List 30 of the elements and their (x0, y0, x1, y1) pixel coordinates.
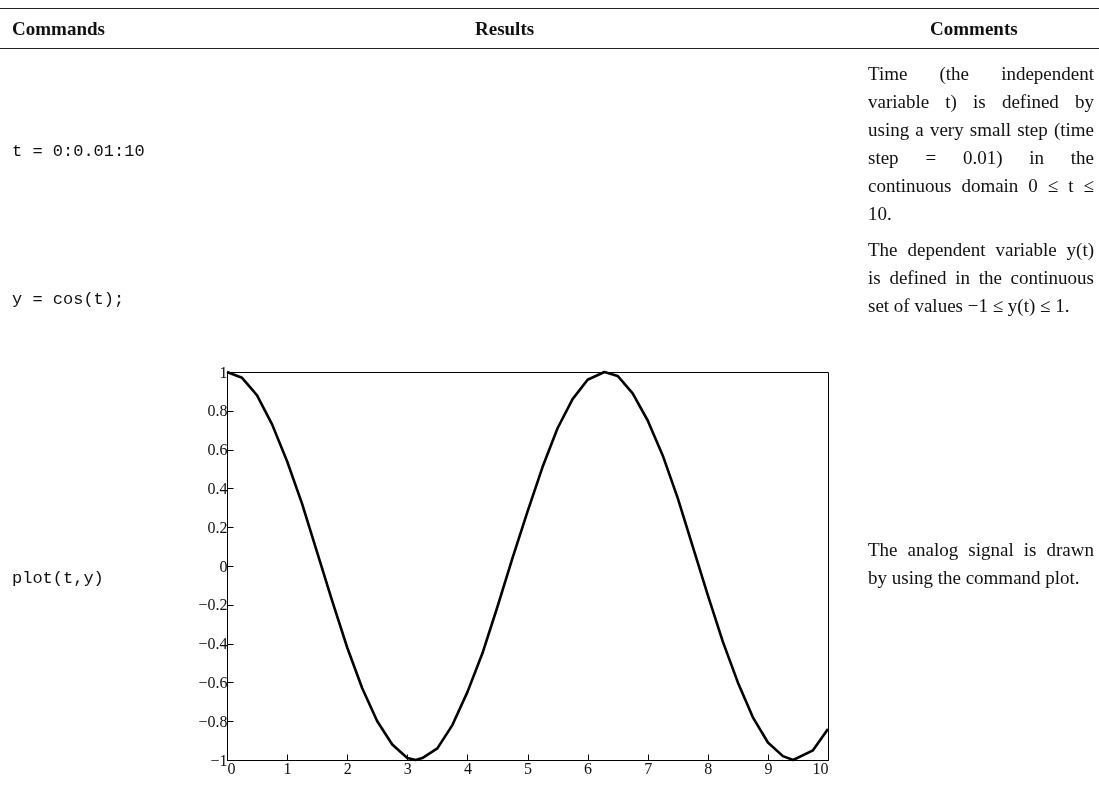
y-tick-label: −0.4 (198, 635, 228, 653)
x-tick-label: 5 (524, 759, 532, 777)
text: Results (475, 17, 535, 41)
x-tick-label: 7 (644, 759, 653, 777)
text: plot(t,y) (12, 568, 104, 590)
x-tick-label: 10 (812, 759, 829, 777)
text: The analog signal is drawn by using the command plot. (868, 538, 1094, 590)
text: Comments (930, 17, 1018, 41)
y-tick-label: −0.8 (198, 712, 228, 730)
x-tick-label: 6 (584, 759, 593, 777)
y-tick-label: 1 (219, 363, 228, 381)
text: The dependent variable y(t) is defined in the continuous set of values −1 ≤ y(t) ≤ 1. (868, 238, 1094, 318)
y-tick-label: −0.2 (198, 596, 228, 614)
y-tick-label: 0 (219, 557, 228, 575)
text: t = 0:0.01:10 (12, 141, 145, 163)
x-tick-label: 2 (343, 759, 352, 777)
y-tick-label: −0.6 (198, 673, 228, 691)
y-tick-label: 0.8 (207, 402, 228, 420)
x-tick-label: 1 (283, 759, 292, 777)
y-tick-label: 0.2 (207, 518, 228, 536)
x-tick-label: 9 (764, 759, 773, 777)
x-tick-label: 4 (463, 759, 472, 777)
y-tick-label: 0.6 (207, 441, 228, 459)
x-tick-label: 3 (403, 759, 412, 777)
text: y = cos(t); (12, 289, 125, 311)
text: Time (the independent variable t) is defined by using a very small step (time step = 0.01) in the continuous domain 0 ≤ t ≤ 10. (868, 62, 1094, 226)
y-tick-label: −1 (210, 751, 228, 769)
x-tick-label: 8 (704, 759, 713, 777)
text: Commands (12, 17, 105, 41)
y-tick-label: 0.4 (207, 479, 228, 497)
